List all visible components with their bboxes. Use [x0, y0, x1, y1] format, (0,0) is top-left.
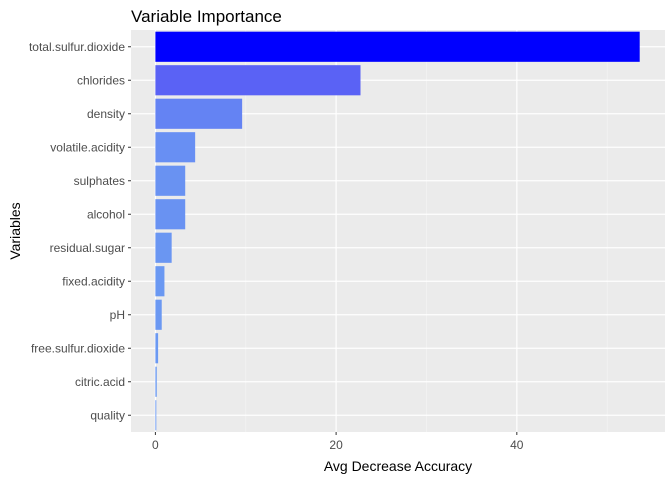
y-tick-label: volatile.acidity	[50, 140, 125, 154]
bar-fixed-acidity	[155, 266, 165, 297]
x-tick-label: 0	[152, 438, 159, 452]
bar-total-sulfur-dioxide	[155, 31, 640, 62]
y-tick-label: density	[87, 107, 125, 121]
y-tick-label: alcohol	[87, 207, 125, 221]
y-tick-label: citric.acid	[75, 375, 125, 389]
chart-title: Variable Importance	[131, 7, 282, 26]
x-tick-label: 20	[329, 438, 343, 452]
x-tick-label: 40	[510, 438, 524, 452]
bar-residual-sugar	[155, 232, 172, 263]
y-tick-label: total.sulfur.dioxide	[29, 40, 125, 54]
bar-free-sulfur-dioxide	[155, 333, 159, 364]
bar-quality	[155, 400, 157, 431]
bar-volatile-acidity	[155, 132, 196, 163]
y-axis-title: Variables	[7, 202, 23, 259]
y-tick-label: residual.sugar	[50, 241, 125, 255]
y-tick-label: chlorides	[77, 73, 125, 87]
bar-alcohol	[155, 199, 186, 230]
y-tick-label: sulphates	[74, 174, 125, 188]
bar-pH	[155, 299, 162, 330]
bar-chlorides	[155, 65, 361, 96]
x-axis-title: Avg Decrease Accuracy	[324, 458, 472, 474]
y-tick-label: quality	[90, 408, 125, 422]
plot-panel	[131, 30, 665, 432]
bar-sulphates	[155, 165, 186, 196]
y-tick-label: fixed.acidity	[62, 274, 125, 288]
bar-density	[155, 98, 243, 129]
x-axis-ticks: 0 20 40	[152, 432, 524, 452]
y-axis-ticks: total.sulfur.dioxide chlorides density vola…	[29, 40, 131, 422]
y-tick-label: free.sulfur.dioxide	[31, 341, 125, 355]
bar-citric-acid	[155, 366, 157, 397]
bars	[155, 31, 640, 431]
y-tick-label: pH	[110, 308, 125, 322]
